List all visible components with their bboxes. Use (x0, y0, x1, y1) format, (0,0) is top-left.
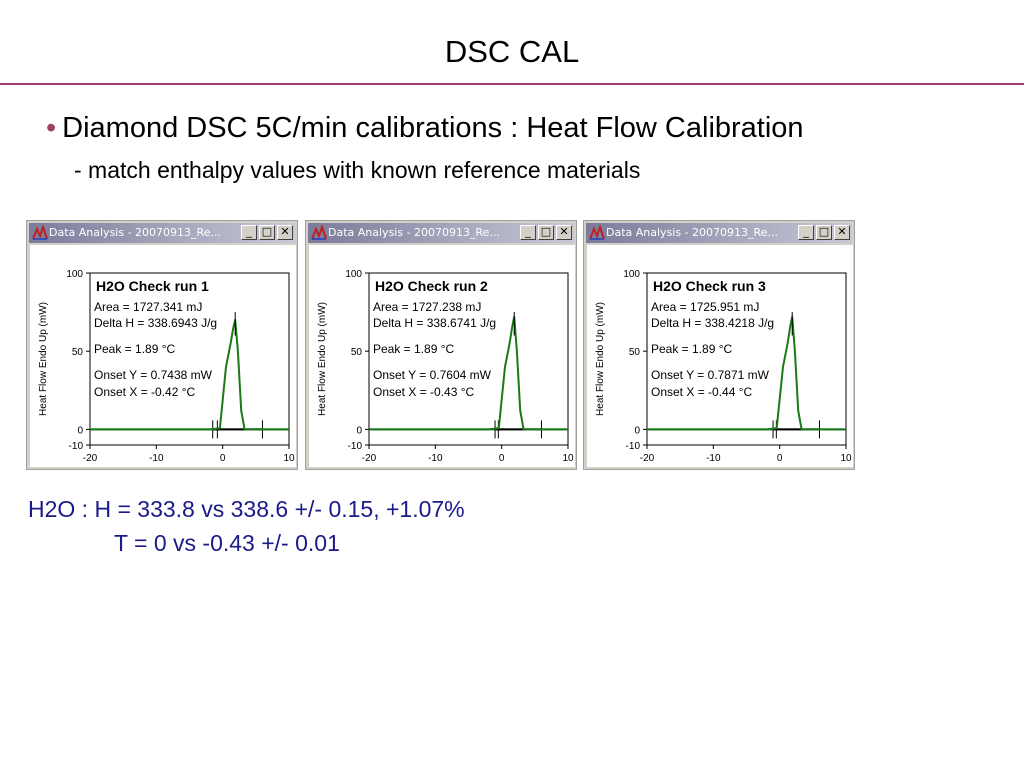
x-tick-label: 0 (499, 453, 505, 464)
heat-flow-curve (647, 315, 846, 431)
bullet-dot-icon: • (46, 112, 57, 144)
title-divider (0, 83, 1024, 85)
maximize-button[interactable]: □ (816, 225, 832, 240)
close-button[interactable]: ✕ (556, 225, 572, 240)
y-tick-label: 50 (72, 347, 84, 358)
heat-flow-curve (90, 318, 289, 431)
onset-x-value: Onset X = -0.43 °C (373, 385, 475, 399)
x-tick-label: -20 (362, 453, 377, 464)
y-tick-label: 0 (77, 425, 83, 436)
x-tick-label: -10 (149, 453, 164, 464)
data-analysis-window[interactable]: Data Analysis - 20070913_Re... _ □ ✕ 100 50 0-… (305, 220, 577, 470)
chart-icon (32, 225, 48, 240)
y-tick-label: -10 (69, 441, 84, 452)
delta-h-value: Delta H = 338.6943 J/g (94, 316, 217, 330)
plot-frame (368, 272, 569, 446)
onset-x-value: Onset X = -0.44 °C (651, 385, 753, 399)
slide-title: DSC CAL (444, 34, 580, 69)
maximize-button[interactable]: □ (259, 225, 275, 240)
data-analysis-window[interactable]: Data Analysis - 20070913_Re... _ □ ✕ 100 50 0-… (583, 220, 855, 470)
bullet-item: • Diamond DSC 5C/min calibrations : Heat … (46, 112, 804, 145)
area-value: Area = 1727.341 mJ (94, 300, 202, 314)
plot-frame (89, 272, 290, 446)
peak-value: Peak = 1.89 °C (94, 342, 176, 356)
x-tick-label: -10 (706, 453, 721, 464)
x-tick-label: 10 (283, 453, 295, 464)
y-tick-label: 0 (356, 425, 362, 436)
x-tick-label: -10 (428, 453, 443, 464)
window-title: Data Analysis - 20070913_Re... (606, 226, 778, 239)
x-tick-label: 10 (562, 453, 574, 464)
sub-bullet-text: - match enthalpy values with known refer… (74, 157, 641, 183)
peak-value: Peak = 1.89 °C (651, 342, 733, 356)
y-tick-label: 100 (345, 269, 362, 280)
minimize-button[interactable]: _ (798, 225, 814, 240)
delta-h-value: Delta H = 338.6741 J/g (373, 316, 496, 330)
y-tick-label: 50 (351, 347, 363, 358)
plot-frame (646, 272, 847, 446)
onset-y-value: Onset Y = 0.7438 mW (94, 368, 213, 382)
window-titlebar[interactable]: Data Analysis - 20070913_Re... _ □ ✕ (586, 223, 852, 243)
maximize-button[interactable]: □ (538, 225, 554, 240)
window-titlebar[interactable]: Data Analysis - 20070913_Re... _ □ ✕ (308, 223, 574, 243)
y-axis-label: Heat Flow Endo Up (mW) (595, 302, 606, 416)
window-titlebar[interactable]: Data Analysis - 20070913_Re... _ □ ✕ (29, 223, 295, 243)
x-tick-label: 10 (840, 453, 852, 464)
y-tick-label: 100 (623, 269, 640, 280)
chart-icon (589, 225, 605, 240)
window-title: Data Analysis - 20070913_Re... (49, 226, 221, 239)
onset-x-value: Onset X = -0.42 °C (94, 385, 196, 399)
run-title: H2O Check run 2 (375, 278, 488, 294)
y-tick-label: 50 (629, 347, 641, 358)
close-button[interactable]: ✕ (277, 225, 293, 240)
run-title: H2O Check run 1 (96, 278, 209, 294)
minimize-button[interactable]: _ (520, 225, 536, 240)
bullet-text: Diamond DSC 5C/min calibrations : Heat F… (62, 112, 804, 144)
data-analysis-window[interactable]: Data Analysis - 20070913_Re... _ □ ✕ 100 50 0-… (26, 220, 298, 470)
run-title: H2O Check run 3 (653, 278, 766, 294)
y-tick-label: -10 (626, 441, 641, 452)
area-value: Area = 1725.951 mJ (651, 300, 759, 314)
y-tick-label: 100 (66, 269, 83, 280)
close-button[interactable]: ✕ (834, 225, 850, 240)
result-temperature: T = 0 vs -0.43 +/- 0.01 (114, 530, 340, 556)
y-tick-label: 0 (634, 425, 640, 436)
y-axis-label: Heat Flow Endo Up (mW) (38, 302, 49, 416)
y-tick-label: -10 (348, 441, 363, 452)
y-axis-label: Heat Flow Endo Up (mW) (317, 302, 328, 416)
peak-value: Peak = 1.89 °C (373, 342, 455, 356)
heat-flow-curve (369, 315, 568, 431)
area-value: Area = 1727.238 mJ (373, 300, 481, 314)
result-enthalpy: H2O : H = 333.8 vs 338.6 +/- 0.15, +1.07… (28, 496, 465, 522)
chart-icon (311, 225, 327, 240)
minimize-button[interactable]: _ (241, 225, 257, 240)
delta-h-value: Delta H = 338.4218 J/g (651, 316, 774, 330)
x-tick-label: -20 (83, 453, 98, 464)
onset-y-value: Onset Y = 0.7871 mW (651, 368, 770, 382)
x-tick-label: 0 (220, 453, 226, 464)
onset-y-value: Onset Y = 0.7604 mW (373, 368, 492, 382)
window-title: Data Analysis - 20070913_Re... (328, 226, 500, 239)
x-tick-label: -20 (640, 453, 655, 464)
x-tick-label: 0 (777, 453, 783, 464)
